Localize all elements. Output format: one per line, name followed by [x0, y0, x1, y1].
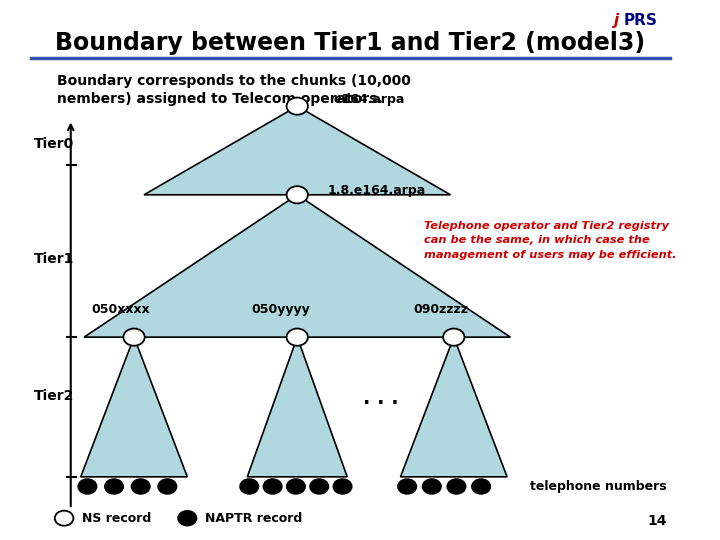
Text: 090zzzz: 090zzzz — [413, 302, 468, 316]
Circle shape — [287, 98, 308, 114]
Text: NS record: NS record — [82, 512, 151, 525]
Text: 050yyyy: 050yyyy — [251, 302, 310, 316]
Text: Tier1: Tier1 — [34, 252, 74, 266]
Circle shape — [443, 328, 464, 346]
Text: Tier2: Tier2 — [34, 389, 74, 403]
Circle shape — [472, 479, 490, 494]
Polygon shape — [144, 106, 451, 195]
Polygon shape — [247, 337, 347, 477]
Circle shape — [287, 186, 308, 204]
Circle shape — [287, 479, 305, 494]
Circle shape — [158, 479, 176, 494]
Text: Telephone operator and Tier2 registry
can be the same, in which case the
managem: Telephone operator and Tier2 registry ca… — [424, 221, 676, 260]
Circle shape — [423, 479, 441, 494]
Text: PRS: PRS — [624, 13, 657, 28]
Text: telephone numbers: telephone numbers — [531, 480, 667, 493]
Text: 14: 14 — [647, 514, 667, 528]
Circle shape — [123, 328, 145, 346]
Text: NAPTR record: NAPTR record — [205, 512, 302, 525]
Text: 050xxxx: 050xxxx — [91, 302, 150, 316]
Polygon shape — [81, 337, 187, 477]
Text: j: j — [613, 13, 619, 28]
Text: Tier0: Tier0 — [34, 137, 74, 151]
Text: . . .: . . . — [363, 389, 398, 408]
Text: 1.8.e164.arpa: 1.8.e164.arpa — [327, 184, 426, 197]
Circle shape — [287, 328, 308, 346]
Circle shape — [240, 479, 258, 494]
Circle shape — [333, 479, 352, 494]
Circle shape — [131, 479, 150, 494]
Circle shape — [178, 511, 197, 526]
Polygon shape — [84, 195, 510, 337]
Circle shape — [398, 479, 416, 494]
Polygon shape — [400, 337, 507, 477]
Text: Boundary between Tier1 and Tier2 (model3): Boundary between Tier1 and Tier2 (model3… — [55, 31, 646, 55]
Circle shape — [447, 479, 466, 494]
Circle shape — [104, 479, 123, 494]
Circle shape — [78, 479, 96, 494]
Text: e164.arpa: e164.arpa — [334, 93, 405, 106]
Circle shape — [310, 479, 328, 494]
Text: Boundary corresponds to the chunks (10,000
nembers) assigned to Telecom operator: Boundary corresponds to the chunks (10,0… — [58, 74, 411, 106]
Circle shape — [55, 511, 73, 526]
Circle shape — [264, 479, 282, 494]
